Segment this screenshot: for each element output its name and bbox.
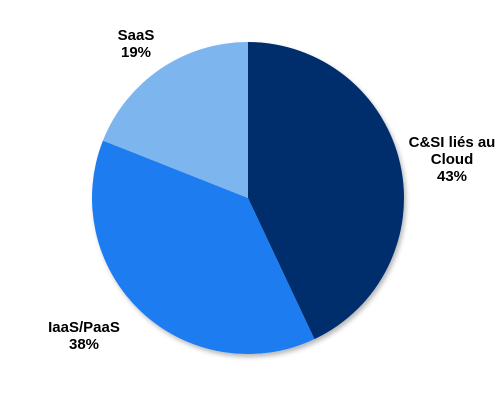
pie-slices [91, 42, 404, 354]
pie-slice-label-1: C&SI liés au Cloud 43% [409, 134, 495, 185]
pie-slice-name: SaaS [118, 27, 155, 44]
pie-slice-name: C&SI liés au [409, 134, 495, 151]
pie-slice-value: 19% [121, 44, 151, 61]
pie-slice-name: IaaS/PaaS [48, 319, 120, 336]
pie-slice-1 [248, 42, 404, 340]
pie-slice-3 [102, 42, 248, 198]
pie-slice-label-2: IaaS/PaaS 38% [48, 319, 120, 353]
pie-slice-label-3: SaaS 19% [118, 27, 155, 61]
pie-slice-value: 38% [69, 336, 99, 353]
pie-slice-value: 43% [437, 168, 467, 185]
pie-slice-name: Cloud [431, 151, 474, 168]
pie-labels: C&SI liés au Cloud 43% IaaS/PaaS 38% SaaS 19% [48, 27, 495, 353]
pie-slice-2 [91, 140, 315, 354]
